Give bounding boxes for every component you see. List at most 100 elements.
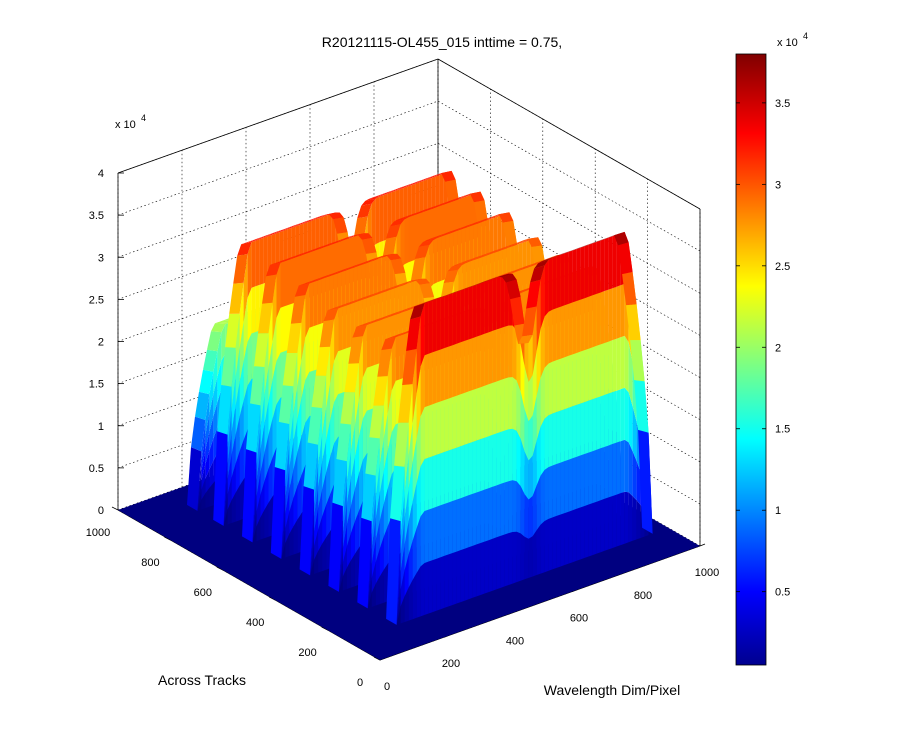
surface-facet [432, 506, 437, 561]
surface-facet [346, 478, 351, 526]
surface-facet [604, 237, 609, 291]
surface-facet [334, 269, 350, 273]
surface-facet [574, 244, 589, 250]
surface-facet [302, 280, 318, 285]
surface-facet [596, 292, 601, 346]
surface-facet [608, 496, 613, 550]
surface-facet [451, 263, 467, 267]
surface-facet [231, 492, 236, 523]
surface-facet [520, 438, 525, 495]
surface-facet [346, 506, 351, 547]
surface-facet [197, 499, 202, 511]
surface-facet [199, 369, 214, 395]
surface-facet [468, 545, 473, 600]
surface-facet [221, 347, 236, 387]
surface-facet [576, 507, 581, 561]
surface-facet [572, 249, 577, 303]
surface-facet [441, 170, 456, 182]
surface-facet [620, 491, 625, 546]
surface-facet [358, 459, 363, 511]
surface-facet [338, 534, 343, 592]
surface-facet [253, 236, 268, 241]
surface-facet [322, 505, 327, 544]
surface-facet [330, 360, 335, 421]
surface-facet [517, 288, 532, 293]
surface-facet [362, 410, 367, 460]
surface-facet [628, 392, 633, 452]
surface-facet [424, 353, 429, 408]
surface-facet [313, 215, 328, 219]
surface-facet [260, 481, 265, 518]
surface-facet [624, 491, 629, 544]
surface-facet [401, 183, 416, 188]
surface-facet [532, 306, 537, 376]
surface-facet [284, 304, 289, 352]
surface-facet [231, 405, 236, 455]
surface-facet [448, 397, 453, 451]
surface-facet [314, 466, 319, 518]
surface-facet [576, 455, 581, 509]
surface-facet [223, 434, 228, 526]
surface-facet [464, 391, 469, 445]
surface-facet [632, 451, 637, 501]
surface-facet [404, 488, 409, 545]
surface-facet [480, 489, 485, 543]
surface-facet [371, 198, 376, 249]
surface-facet [632, 496, 637, 541]
surface-facet [476, 387, 481, 441]
surface-facet [448, 293, 453, 347]
surface-facet [462, 284, 477, 290]
surface-facet [205, 431, 210, 464]
surface-facet [362, 367, 367, 419]
surface-facet [470, 220, 486, 225]
surface-facet [524, 494, 529, 539]
surface-facet [264, 435, 269, 482]
surface-facet [548, 257, 553, 312]
surface-facet [468, 442, 473, 496]
surface-facet [586, 240, 601, 246]
surface-facet [602, 234, 617, 240]
surface-facet [247, 333, 252, 386]
surface-facet [273, 229, 288, 233]
surface-facet [380, 315, 395, 319]
surface-facet [600, 446, 605, 501]
surface-facet [225, 313, 240, 348]
surface-facet [476, 439, 481, 493]
y-axis-label: Across Tracks [158, 672, 246, 688]
y-tick-label: 200 [298, 647, 316, 659]
surface-facet [285, 225, 300, 229]
surface-facet [284, 260, 289, 307]
surface-facet [383, 526, 388, 570]
surface-facet [227, 454, 232, 495]
surface-facet [391, 337, 396, 391]
svg-text:x 10: x 10 [115, 119, 136, 131]
surface-facet [548, 465, 553, 519]
surface-facet [560, 513, 565, 567]
surface-facet [313, 324, 318, 371]
surface-facet [572, 353, 577, 407]
surface-facet [528, 496, 533, 539]
surface-facet [404, 455, 409, 519]
chart-title: R20121115-OL455_015 inttime = 0.75, [322, 34, 562, 50]
surface-facet [351, 298, 367, 302]
surface-facet [285, 534, 290, 558]
surface-facet [634, 380, 649, 433]
surface-facet [596, 500, 601, 554]
surface-facet [305, 372, 310, 423]
surface-facet [310, 531, 315, 576]
surface-facet [604, 497, 609, 551]
surface-facet [612, 494, 617, 548]
surface-facet [424, 301, 429, 356]
surface-facet [358, 260, 374, 265]
colorbar: x 10 4 0.5 1 1.5 2 2.5 3 3.5 [735, 31, 808, 666]
surface-facet [379, 471, 384, 522]
surface-facet [293, 386, 298, 443]
surface-facet [326, 346, 331, 409]
surface-facet [536, 279, 541, 352]
svg-text:x 10: x 10 [777, 37, 798, 49]
surface-facet [491, 248, 507, 252]
surface-facet [400, 518, 405, 573]
surface-facet [608, 444, 613, 498]
surface-facet [588, 399, 593, 453]
